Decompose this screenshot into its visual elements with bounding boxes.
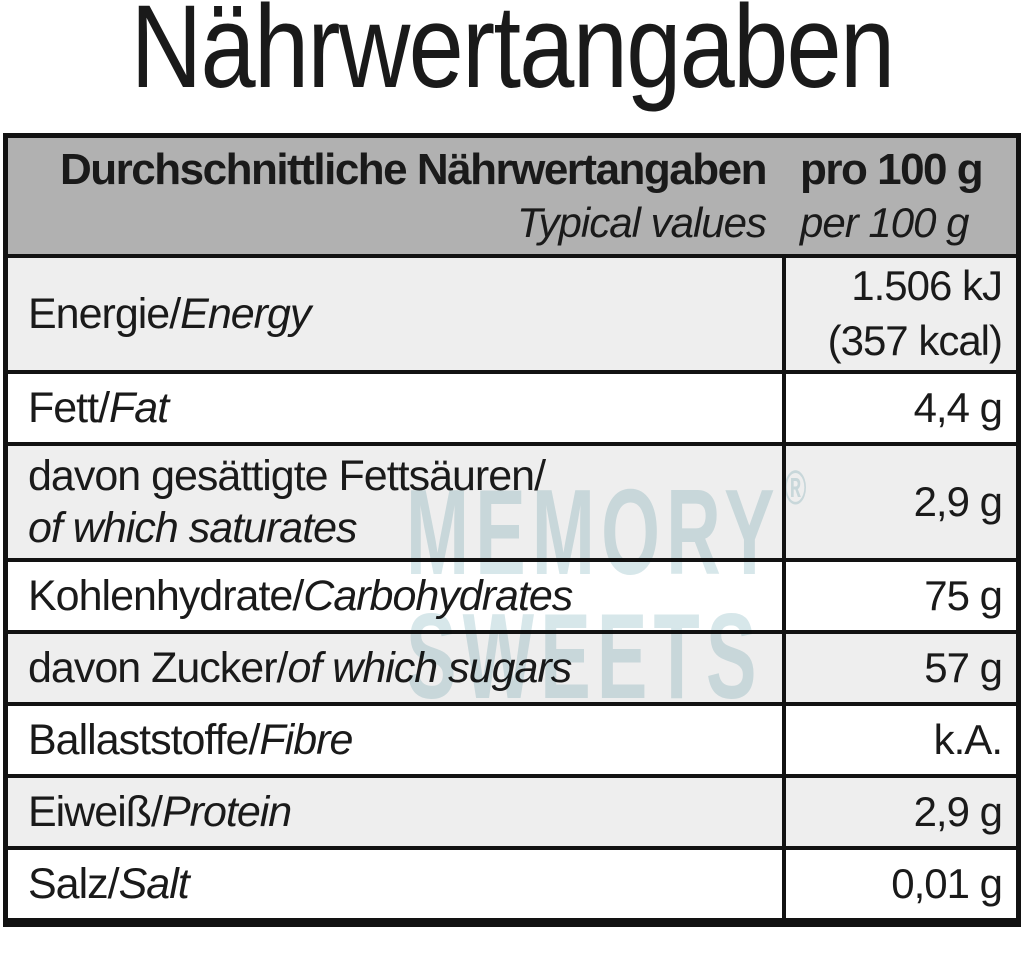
table-row-salt: Salz/Salt 0,01 g — [8, 850, 1016, 922]
label-en: Salt — [118, 859, 190, 908]
label-de: Energie/ — [28, 289, 181, 338]
table-row-protein: Eiweiß/Protein 2,9 g — [8, 778, 1016, 850]
header-cell-unit: pro 100 g per 100 g — [782, 138, 1016, 254]
header-title-en: Typical values — [517, 199, 767, 246]
table-row-saturates: davon gesättigte Fettsäuren/ of which sa… — [8, 446, 1016, 562]
label-en: of which sugars — [287, 643, 572, 692]
row-label-sugars: davon Zucker/of which sugars — [8, 634, 782, 702]
label-de: Salz/ — [28, 859, 120, 908]
row-label-energy: Energie/Energy — [8, 258, 782, 370]
label-de: davon gesättigte Fettsäuren/ — [28, 451, 546, 500]
header-cell-labels: Durchschnittliche Nährwertangaben Typica… — [8, 138, 782, 254]
value-line: 2,9 g — [913, 787, 1003, 835]
row-value-saturates: 2,9 g — [782, 446, 1016, 558]
row-label-fibre: Ballaststoffe/Fibre — [8, 706, 782, 774]
row-value-salt: 0,01 g — [782, 850, 1016, 918]
row-value-fat: 4,4 g — [782, 374, 1016, 442]
label-de: Fett/ — [28, 383, 110, 432]
label-de: davon Zucker/ — [28, 643, 288, 692]
table-row-energy: Energie/Energy 1.506 kJ (357 kcal) — [8, 258, 1016, 374]
value-line: 57 g — [924, 643, 1003, 691]
label-de: Ballaststoffe/ — [28, 715, 260, 764]
label-en: Energy — [180, 289, 311, 338]
page-title: Nährwertangaben — [0, 0, 1024, 110]
label-en: of which saturates — [28, 504, 358, 552]
row-value-protein: 2,9 g — [782, 778, 1016, 846]
table-header-row: Durchschnittliche Nährwertangaben Typica… — [8, 138, 1016, 258]
table-row-fat: Fett/Fat 4,4 g — [8, 374, 1016, 446]
label-en: Fat — [109, 383, 169, 432]
value-line: 1.506 kJ — [851, 262, 1003, 310]
row-label-protein: Eiweiß/Protein — [8, 778, 782, 846]
row-value-carbohydrates: 75 g — [782, 562, 1016, 630]
value-line: 4,4 g — [913, 383, 1003, 431]
table-row-fibre: Ballaststoffe/Fibre k.A. — [8, 706, 1016, 778]
header-title-de: Durchschnittliche Nährwertangaben — [60, 145, 767, 194]
label-en: Fibre — [259, 715, 353, 764]
row-value-fibre: k.A. — [782, 706, 1016, 774]
label-de: Kohlenhydrate/ — [28, 571, 304, 620]
row-value-energy: 1.506 kJ (357 kcal) — [782, 258, 1016, 370]
nutrition-table: Durchschnittliche Nährwertangaben Typica… — [3, 133, 1021, 927]
value-line: 0,01 g — [891, 859, 1003, 907]
row-label-salt: Salz/Salt — [8, 850, 782, 918]
label-en: Carbohydrates — [303, 571, 573, 620]
value-line: k.A. — [933, 715, 1003, 763]
table-row-carbohydrates: Kohlenhydrate/Carbohydrates 75 g — [8, 562, 1016, 634]
row-value-sugars: 57 g — [782, 634, 1016, 702]
value-line: (357 kcal) — [827, 317, 1003, 364]
row-label-saturates: davon gesättigte Fettsäuren/ of which sa… — [8, 446, 782, 558]
label-en: Protein — [161, 787, 292, 836]
page-title-text: Nährwertangaben — [130, 0, 895, 113]
header-unit-en: per 100 g — [800, 199, 969, 246]
value-line: 75 g — [924, 571, 1003, 619]
label-de: Eiweiß/ — [28, 787, 163, 836]
header-unit-de: pro 100 g — [800, 145, 984, 194]
table-row-sugars: davon Zucker/of which sugars 57 g — [8, 634, 1016, 706]
row-label-carbohydrates: Kohlenhydrate/Carbohydrates — [8, 562, 782, 630]
row-label-fat: Fett/Fat — [8, 374, 782, 442]
value-line: 2,9 g — [913, 477, 1003, 525]
